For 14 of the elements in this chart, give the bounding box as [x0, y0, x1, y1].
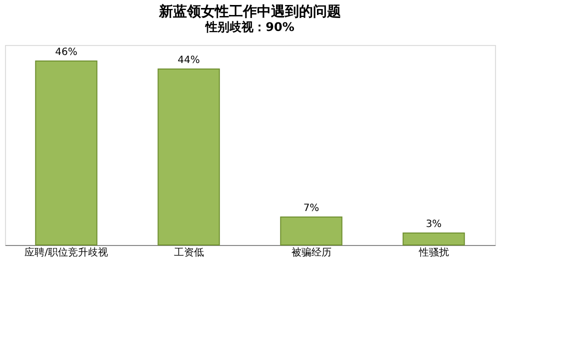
chart-title: 新蓝领女性工作中遇到的问题	[158, 3, 341, 20]
bar	[280, 216, 342, 246]
data-label: 3%	[426, 219, 442, 230]
x-tick-label: 性骚扰	[418, 246, 449, 258]
x-tick-label: 工资低	[174, 246, 204, 258]
data-label: 44%	[178, 55, 200, 66]
bar	[158, 68, 220, 246]
bar	[402, 232, 465, 246]
bar	[35, 60, 98, 246]
x-tick-label: 应聘/职位竞升歧视	[24, 246, 108, 258]
text: 性别歧视：90%	[204, 20, 294, 34]
x-tick-label: 被骗经历	[291, 246, 332, 258]
data-label: 7%	[303, 203, 320, 214]
data-label: 46%	[55, 47, 78, 58]
